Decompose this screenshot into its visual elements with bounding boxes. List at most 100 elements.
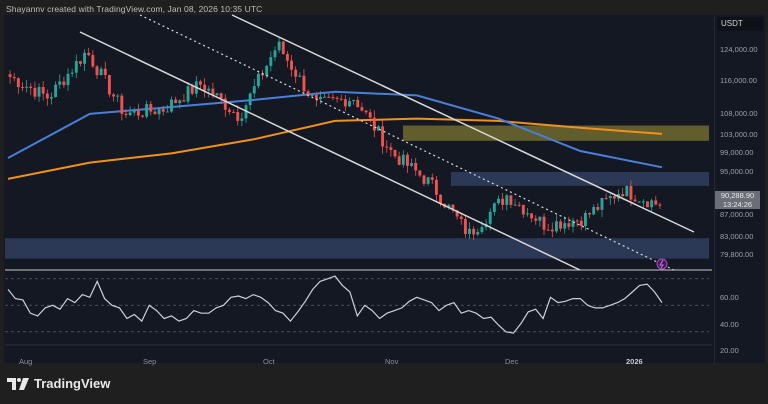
- candle-body: [335, 97, 339, 99]
- candle-body: [405, 154, 409, 166]
- candle-body: [21, 87, 24, 89]
- ma-fast-line: [7, 90, 663, 169]
- price-tick: 79,800.00: [720, 250, 754, 259]
- tradingview-logo[interactable]: TradingView: [7, 376, 110, 391]
- currency-unit-label[interactable]: USDT: [717, 17, 763, 31]
- candle-body: [228, 109, 231, 112]
- rsi-tick: 40.00: [720, 320, 739, 329]
- candle-body: [559, 221, 563, 229]
- alert-marker-icon: [656, 258, 668, 270]
- candle-body: [178, 100, 182, 104]
- chart-caption: Shayannv created with TradingView.com, J…: [6, 4, 263, 14]
- candle-body: [37, 87, 41, 97]
- candle-body: [385, 146, 389, 148]
- price-tick: 124,000.00: [720, 45, 758, 54]
- candle-body: [45, 93, 49, 99]
- candle-body: [459, 216, 463, 219]
- lightning-icon: [659, 259, 664, 269]
- candle-body: [550, 229, 554, 232]
- time-tick-dec: Dec: [505, 357, 519, 366]
- price-axis[interactable]: [714, 15, 765, 363]
- candle-body: [240, 118, 244, 121]
- candle-body: [33, 88, 37, 97]
- candle-body: [521, 204, 525, 215]
- candle-body: [397, 156, 401, 165]
- candle-body: [319, 96, 322, 100]
- candle-body: [513, 204, 517, 206]
- candle-body: [439, 194, 442, 204]
- candle-body: [563, 223, 567, 229]
- candle-body: [174, 99, 178, 104]
- candle-body: [232, 111, 236, 113]
- candle-body: [273, 50, 277, 58]
- candle-body: [248, 93, 252, 106]
- time-tick-sep: Sep: [143, 357, 157, 366]
- candle-body: [447, 204, 451, 208]
- candle-body: [476, 232, 480, 235]
- candle-body: [211, 88, 215, 96]
- candle-body: [50, 97, 53, 99]
- candle-body: [277, 41, 281, 51]
- candle-body: [327, 96, 331, 98]
- candle-body: [418, 170, 422, 176]
- candle-body: [95, 66, 99, 76]
- candle-body: [66, 73, 70, 86]
- candle-body: [641, 201, 645, 203]
- time-tick-aug: Aug: [19, 357, 33, 366]
- candle-body: [306, 91, 310, 96]
- candle-body: [190, 86, 194, 94]
- candle-body: [393, 149, 397, 157]
- candle-body: [633, 199, 637, 202]
- candle-body: [74, 61, 78, 73]
- candle-body: [583, 213, 587, 226]
- candle-body: [302, 75, 306, 92]
- candle-body: [625, 185, 629, 197]
- candle-body: [165, 111, 169, 113]
- candle-body: [215, 93, 219, 96]
- candle-body: [41, 87, 45, 94]
- candle-body: [372, 117, 376, 131]
- candle-body: [207, 88, 211, 91]
- candle-body: [430, 177, 434, 180]
- candle-body: [542, 216, 546, 230]
- candle-body: [463, 218, 467, 234]
- candle-body: [153, 111, 157, 115]
- candle-body: [480, 227, 484, 233]
- candle-body: [256, 73, 260, 87]
- time-tick-nov: Nov: [385, 357, 399, 366]
- candle-body: [310, 94, 314, 96]
- candle-body: [29, 86, 33, 89]
- candle-body: [555, 221, 558, 232]
- time-tick-2026: 2026: [626, 357, 643, 366]
- channel-upper-line: [231, 14, 695, 233]
- tradingview-logo-text: TradingView: [34, 376, 111, 391]
- price-tick: 87,000.00: [720, 210, 754, 219]
- candle-body: [579, 220, 583, 226]
- candle-body: [592, 207, 596, 215]
- rsi-tick: 20.00: [720, 346, 739, 355]
- candle-body: [368, 112, 372, 118]
- candle-body: [265, 65, 269, 76]
- price-tick: 116,000.00: [720, 76, 757, 85]
- candle-body: [517, 204, 521, 206]
- candle-body: [343, 99, 347, 107]
- candle-body: [538, 216, 542, 221]
- candle-body: [269, 57, 273, 66]
- candle-body: [58, 81, 62, 85]
- candle-body: [78, 61, 82, 64]
- candle-body: [401, 154, 405, 165]
- candle-body: [157, 109, 161, 115]
- candle-body: [252, 86, 256, 94]
- candle-body: [91, 55, 95, 67]
- candle-body: [658, 204, 662, 206]
- candle-body: [8, 74, 12, 77]
- candle-body: [112, 94, 115, 97]
- candle-body: [141, 115, 144, 117]
- candle-body: [124, 113, 128, 115]
- candle-body: [352, 99, 356, 102]
- candle-body: [16, 78, 20, 88]
- candle-body: [12, 76, 16, 79]
- candle-body: [389, 147, 393, 150]
- candle-body: [261, 73, 265, 76]
